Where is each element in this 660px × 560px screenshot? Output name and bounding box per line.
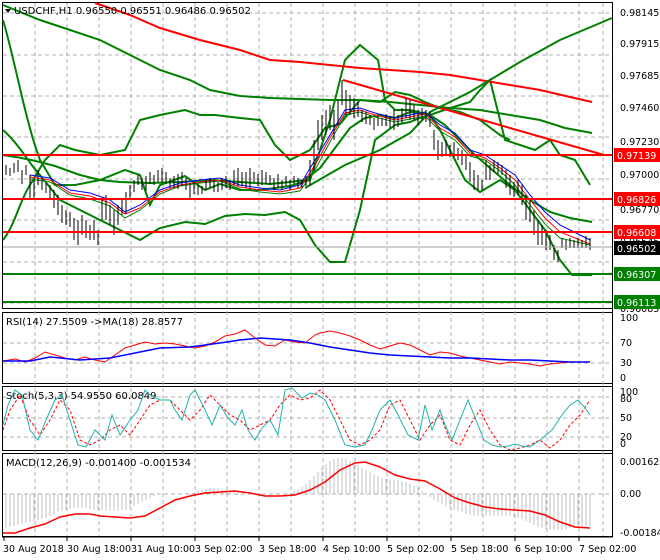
panel-frames — [2, 2, 613, 537]
grid — [3, 3, 612, 536]
price-tick: 0.97915 — [620, 39, 659, 50]
time-label: 30 Aug 2018 — [3, 544, 64, 555]
rsi-tick: 0 — [620, 373, 626, 384]
time-label: 30 Aug 18:00 — [67, 544, 131, 555]
bollinger-bands — [2, 19, 593, 276]
stoch-signal-line — [2, 389, 591, 451]
chart-header: USDCHF,H1 0.96550 0.96551 0.96486 0.9650… — [5, 6, 251, 17]
candlesticks[interactable] — [5, 80, 591, 262]
rsi-tick: 30 — [620, 358, 632, 369]
collapse-triangle-icon[interactable] — [5, 9, 11, 13]
time-label: 3 Sep 18:00 — [259, 544, 316, 555]
time-label: 31 Aug 10:00 — [131, 544, 195, 555]
price-tick: 0.97685 — [620, 71, 659, 82]
macd-tick: -0.001849 — [620, 528, 660, 539]
rsi-line — [2, 329, 590, 367]
stoch-tick: 80 — [620, 394, 632, 405]
macd-tick: 0.00 — [620, 489, 641, 500]
stoch-tick: 50 — [620, 413, 632, 424]
svg-text:0.96113: 0.96113 — [617, 298, 656, 309]
price-tick: 0.97230 — [620, 137, 659, 148]
rsi-tick: 100 — [620, 313, 638, 324]
level-tags: 0.97139 0.96826 0.96608 0.96502 0.96307 … — [614, 148, 660, 309]
stoch-main-line — [2, 387, 591, 448]
stoch-tick: 20 — [620, 432, 632, 443]
macd-title: MACD(12,26,9) -0.001400 -0.001534 — [6, 458, 191, 469]
svg-text:0.97139: 0.97139 — [617, 151, 656, 162]
time-label: 5 Sep 18:00 — [451, 544, 508, 555]
time-label: 6 Sep 10:00 — [515, 544, 572, 555]
time-label: 3 Sep 02:00 — [195, 544, 252, 555]
long-ma-green — [2, 4, 593, 134]
rsi-panel[interactable]: RSI(14) 27.5509 ->MA(18) 28.8577 100 70 … — [2, 313, 638, 384]
svg-text:0.96307: 0.96307 — [617, 270, 656, 281]
svg-text:0.96502: 0.96502 — [617, 244, 656, 255]
time-axis[interactable]: 30 Aug 2018 30 Aug 18:00 31 Aug 10:00 3 … — [2, 536, 636, 555]
long-ma-red — [94, 2, 593, 103]
time-label: 7 Sep 02:00 — [579, 544, 636, 555]
red-trendline — [342, 79, 605, 156]
rsi-ma-line — [3, 337, 590, 363]
macd-tick: 0.001623 — [620, 457, 660, 468]
green-trendline — [304, 17, 613, 189]
svg-text:0.96608: 0.96608 — [617, 228, 656, 239]
time-label: 4 Sep 10:00 — [323, 544, 380, 555]
rsi-tick: 70 — [620, 338, 632, 349]
symbol-ohlc-label: USDCHF,H1 0.96550 0.96551 0.96486 0.9650… — [14, 6, 251, 17]
price-tick: 0.97000 — [620, 170, 659, 181]
time-label: 5 Sep 02:00 — [387, 544, 444, 555]
short-moving-averages — [29, 107, 591, 246]
horizontal-levels[interactable] — [3, 154, 612, 303]
price-tick: 0.96085 — [620, 304, 659, 315]
svg-text:0.96826: 0.96826 — [617, 195, 656, 206]
price-tick: 0.98145 — [620, 8, 659, 19]
stoch-tick: 0 — [620, 439, 626, 450]
price-tick: 0.96770 — [620, 205, 659, 216]
stoch-tick: 100 — [620, 387, 638, 398]
main-price-panel[interactable]: USDCHF,H1 0.96550 0.96551 0.96486 0.9650… — [2, 2, 613, 303]
stochastic-panel[interactable]: Stoch(5,3,3) 54.9550 60.0849 100 80 50 2… — [2, 387, 638, 451]
price-tick: 0.97460 — [620, 103, 659, 114]
price-axis[interactable]: 0.98145 0.97915 0.97685 0.97460 0.97230 … — [612, 2, 660, 537]
macd-signal-line — [3, 461, 591, 534]
rsi-title: RSI(14) 27.5509 ->MA(18) 28.8577 — [6, 317, 183, 328]
macd-panel[interactable]: MACD(12,26,9) -0.001400 -0.001534 0.0016… — [3, 457, 660, 539]
stoch-title: Stoch(5,3,3) 54.9550 60.0849 — [6, 391, 157, 402]
